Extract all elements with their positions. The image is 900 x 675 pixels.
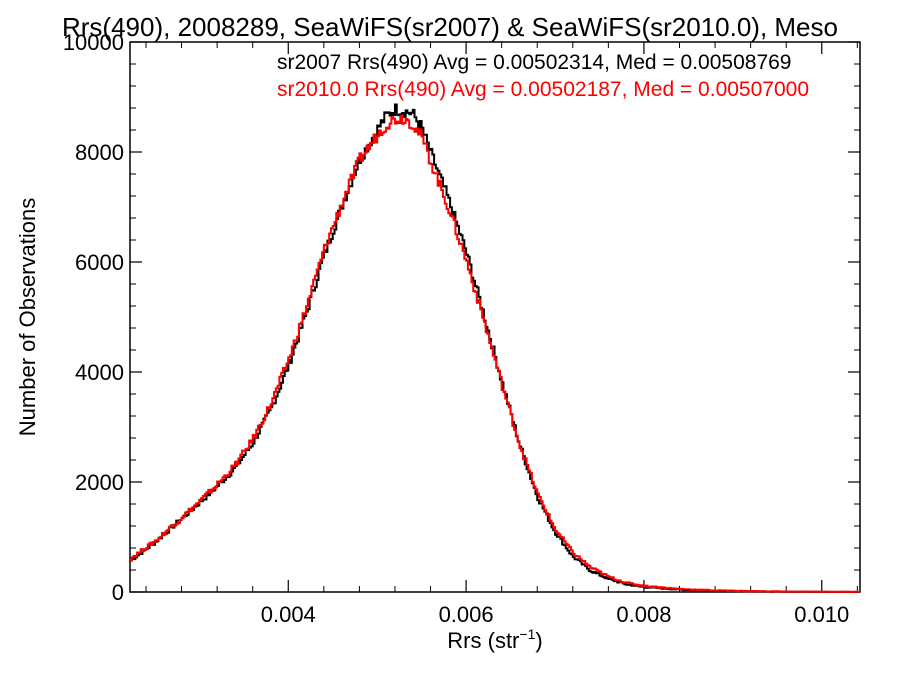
y-tick-label: 6000 [75, 250, 124, 275]
x-tick-label: 0.008 [616, 602, 671, 627]
x-tick-label: 0.004 [261, 602, 316, 627]
y-tick-label: 4000 [75, 360, 124, 385]
chart-title: Rrs(490), 2008289, SeaWiFS(sr2007) & Sea… [62, 12, 838, 42]
y-tick-label: 8000 [75, 140, 124, 165]
x-tick-label: 0.006 [439, 602, 494, 627]
y-axis: 0 2000 4000 6000 8000 10000 [63, 30, 860, 605]
x-tick-label: 0.010 [794, 602, 849, 627]
series-layer [130, 103, 861, 593]
x-axis: 0.004 0.006 0.008 0.010 [145, 42, 858, 627]
series-line-sr2010-0 [130, 114, 861, 593]
x-axis-label-end: ) [535, 628, 542, 653]
y-tick-label: 10000 [63, 30, 124, 55]
y-axis-label: Number of Observations [15, 198, 40, 436]
x-axis-label: Rrs (str−1) [447, 626, 542, 653]
x-axis-label-main: Rrs (str [447, 628, 519, 653]
x-axis-label-superscript: −1 [519, 626, 535, 642]
plot-frame [129, 41, 861, 593]
series-line-sr2007 [130, 103, 861, 593]
legend-entry-sr2007: sr2007 Rrs(490) Avg = 0.00502314, Med = … [277, 51, 792, 74]
legend-entry-sr2010: sr2010.0 Rrs(490) Avg = 0.00502187, Med … [277, 78, 809, 101]
y-tick-label: 2000 [75, 470, 124, 495]
y-tick-label: 0 [112, 580, 124, 605]
